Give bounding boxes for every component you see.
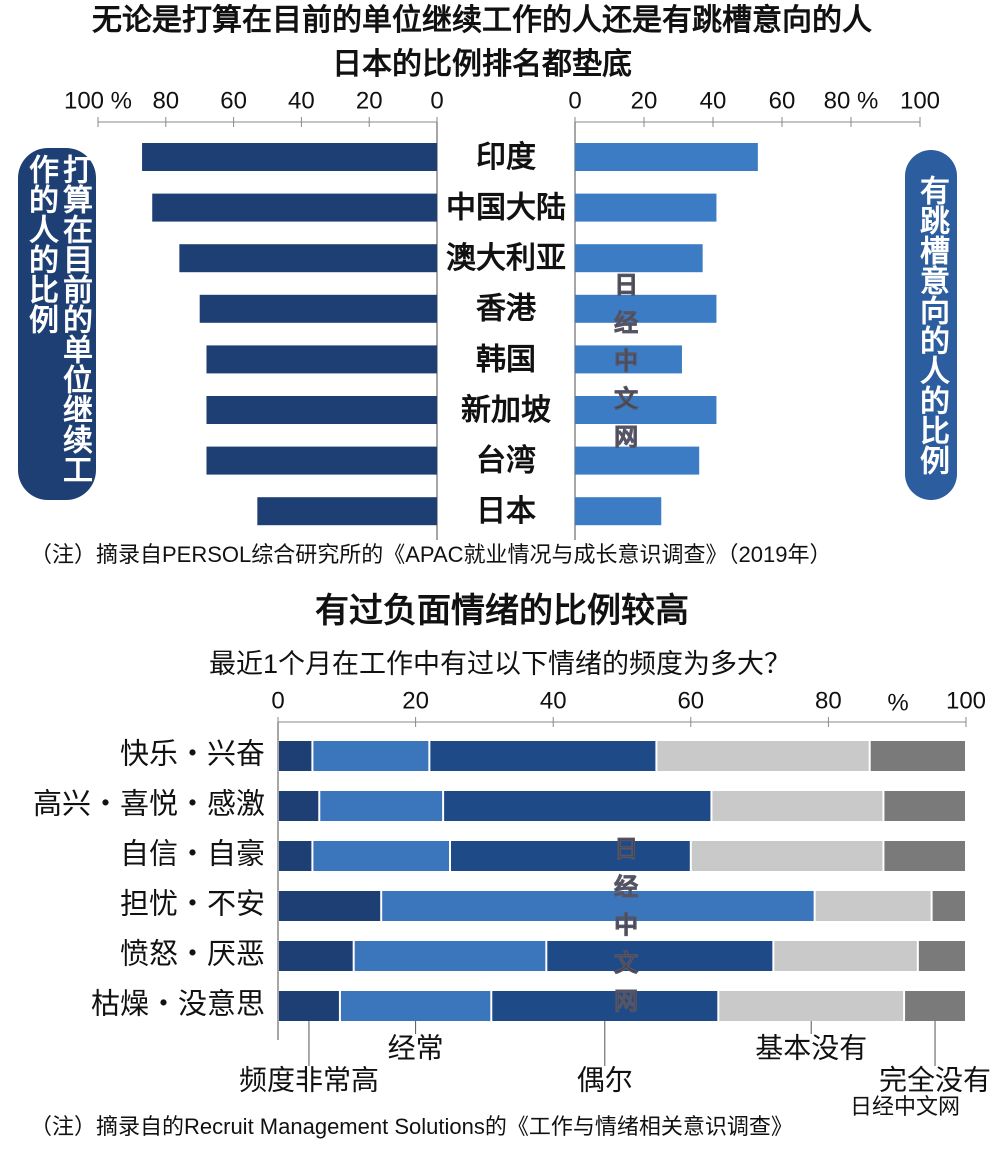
- chart-subtitle: 日本的比例排名都垫底: [332, 48, 632, 81]
- bar: [575, 143, 758, 171]
- bar: [575, 244, 703, 273]
- bar-segment: [279, 991, 339, 1021]
- bar-segment: [918, 941, 965, 971]
- bar: [257, 497, 437, 526]
- bar-segment: [279, 791, 319, 821]
- bar: [575, 396, 717, 424]
- bar-segment: [320, 791, 443, 821]
- bar-segment: [279, 741, 312, 771]
- category-label: 枯燥・没意思: [91, 988, 265, 1021]
- bar-segment: [313, 741, 429, 771]
- x2-tick-label: 0: [568, 87, 581, 114]
- x-tick-label: 20: [402, 687, 429, 714]
- bar-segment: [354, 941, 546, 971]
- x-tick-label: 100: [946, 687, 986, 714]
- bar-segment: [905, 991, 965, 1021]
- watermark: 日经中文网: [610, 272, 638, 462]
- legend-label: 经常: [388, 1032, 444, 1063]
- bar-segment: [884, 841, 965, 871]
- bar-segment: [547, 941, 773, 971]
- x2-tick-label: 80 %: [824, 87, 879, 114]
- legend-label: 完全没有: [879, 1064, 991, 1095]
- bar: [575, 345, 682, 374]
- bar-segment: [884, 791, 965, 821]
- bar-segment: [451, 841, 690, 871]
- category-label: 高兴・喜悦・感激: [33, 788, 265, 821]
- bar: [575, 497, 662, 526]
- bar: [152, 193, 438, 222]
- chart-title: 有过负面情绪的比例较高: [315, 592, 689, 630]
- bar-segment: [279, 841, 312, 871]
- bar-segment: [430, 741, 656, 771]
- x-tick-label: 80: [152, 87, 179, 114]
- watermark: 日经中文网: [850, 1094, 960, 1119]
- x-tick-label: 40: [540, 687, 567, 714]
- bar-segment: [719, 991, 904, 1021]
- x-tick-label: 0: [430, 87, 443, 114]
- bar: [142, 143, 437, 171]
- right-series-label: 有跳槽意向的人的比例: [905, 150, 957, 500]
- unit-label: %: [887, 689, 908, 716]
- bar-segment: [279, 941, 353, 971]
- bar-segment: [657, 741, 869, 771]
- bar: [575, 193, 717, 222]
- bar-segment: [712, 791, 883, 821]
- bar: [179, 244, 438, 273]
- x-tick-label: 60: [677, 687, 704, 714]
- bar-segment: [492, 991, 718, 1021]
- bar-segment: [279, 891, 381, 921]
- bar-segment: [691, 841, 883, 871]
- x2-tick-label: 100: [900, 87, 940, 114]
- x-tick-label: 60: [220, 87, 247, 114]
- category-label: 澳大利亚: [446, 242, 566, 275]
- bar-segment: [870, 741, 965, 771]
- category-label: 愤怒・厌恶: [120, 938, 265, 971]
- category-label: 香港: [476, 293, 537, 326]
- legend-label: 偶尔: [577, 1064, 633, 1095]
- legend-label: 频度非常高: [239, 1064, 379, 1095]
- category-label: 中国大陆: [446, 192, 566, 225]
- x-tick-label: 80: [815, 687, 842, 714]
- x-tick-label: 0: [271, 687, 284, 714]
- category-label: 担忧・不安: [120, 888, 265, 921]
- bar: [206, 446, 437, 475]
- bar-segment: [774, 941, 917, 971]
- bar-segment: [313, 841, 449, 871]
- x2-tick-label: 40: [700, 87, 727, 114]
- category-label: 日本: [476, 495, 536, 528]
- bar: [575, 446, 700, 475]
- bar-segment: [444, 791, 711, 821]
- chart-subtitle: 最近1个月在工作中有过以下情绪的频度为多大？: [209, 649, 791, 679]
- bar: [206, 396, 437, 424]
- x2-tick-label: 20: [631, 87, 658, 114]
- bar: [199, 294, 437, 323]
- category-label: 自信・自豪: [120, 838, 265, 871]
- left-series-label: 打算在目前的单位继续工作的人的比例: [18, 148, 96, 500]
- x-tick-label: 20: [356, 87, 383, 114]
- note: （注）摘录自的Recruit Management Solutions的《工作与…: [30, 1114, 793, 1139]
- note: （注）摘录自PERSOL综合研究所的《APAC就业情况与成长意识调查》（2019…: [30, 542, 831, 567]
- x-tick-label: 100 %: [64, 87, 132, 114]
- watermark: 日经中文网: [610, 836, 638, 1026]
- bar-segment: [382, 891, 814, 921]
- x-tick-label: 40: [288, 87, 315, 114]
- bar-segment: [340, 991, 491, 1021]
- bar-segment: [932, 891, 965, 921]
- category-label: 快乐・兴奋: [120, 738, 265, 771]
- chart-title: 无论是打算在目前的单位继续工作的人还是有跳槽意向的人: [92, 3, 872, 37]
- legend-label: 基本没有: [755, 1032, 867, 1063]
- category-label: 韩国: [476, 343, 536, 376]
- bar-segment: [815, 891, 931, 921]
- bar: [206, 345, 437, 374]
- bar: [575, 294, 717, 323]
- category-label: 新加坡: [461, 394, 551, 427]
- category-label: 印度: [476, 141, 536, 174]
- x2-tick-label: 60: [769, 87, 796, 114]
- category-label: 台湾: [476, 444, 536, 478]
